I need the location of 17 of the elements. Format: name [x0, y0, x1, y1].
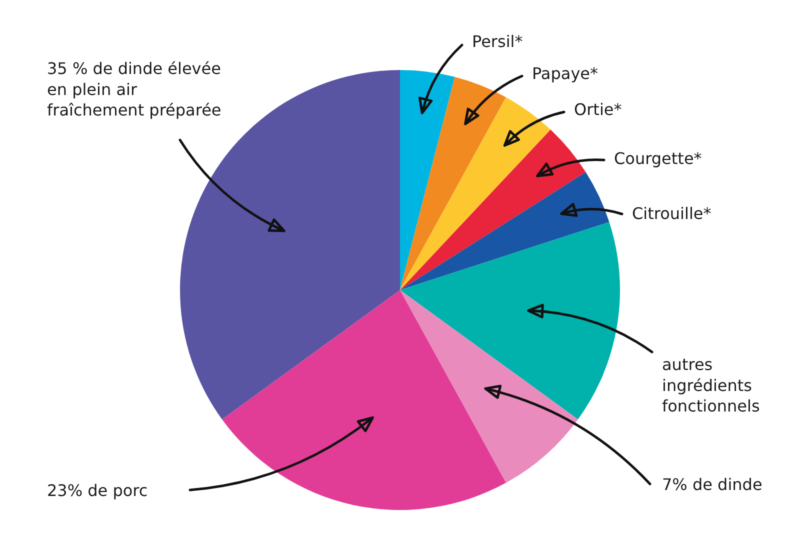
pie-slice: [400, 172, 610, 290]
pie-slice: [400, 130, 586, 290]
pie-slice: [400, 290, 578, 483]
slice-label: autres ingrédients fonctionnels: [662, 355, 760, 416]
slice-label: Courgette*: [614, 149, 702, 168]
slice-label: Papaye*: [532, 64, 598, 83]
slice-label: Citrouille*: [632, 204, 712, 223]
pie-slice: [222, 290, 506, 510]
slice-label: 35 % de dinde élevée en plein air fraîchement préparée: [47, 59, 222, 120]
pie-slice: [400, 70, 455, 290]
slice-label: 23% de porc: [47, 481, 148, 500]
slice-label: Persil*: [472, 32, 523, 51]
slice-label: 7% de dinde: [662, 475, 762, 494]
slice-label: Ortie*: [574, 100, 622, 119]
pie-slice: [400, 76, 506, 290]
pie-slice: [400, 97, 551, 290]
pie-slice: [400, 222, 620, 420]
